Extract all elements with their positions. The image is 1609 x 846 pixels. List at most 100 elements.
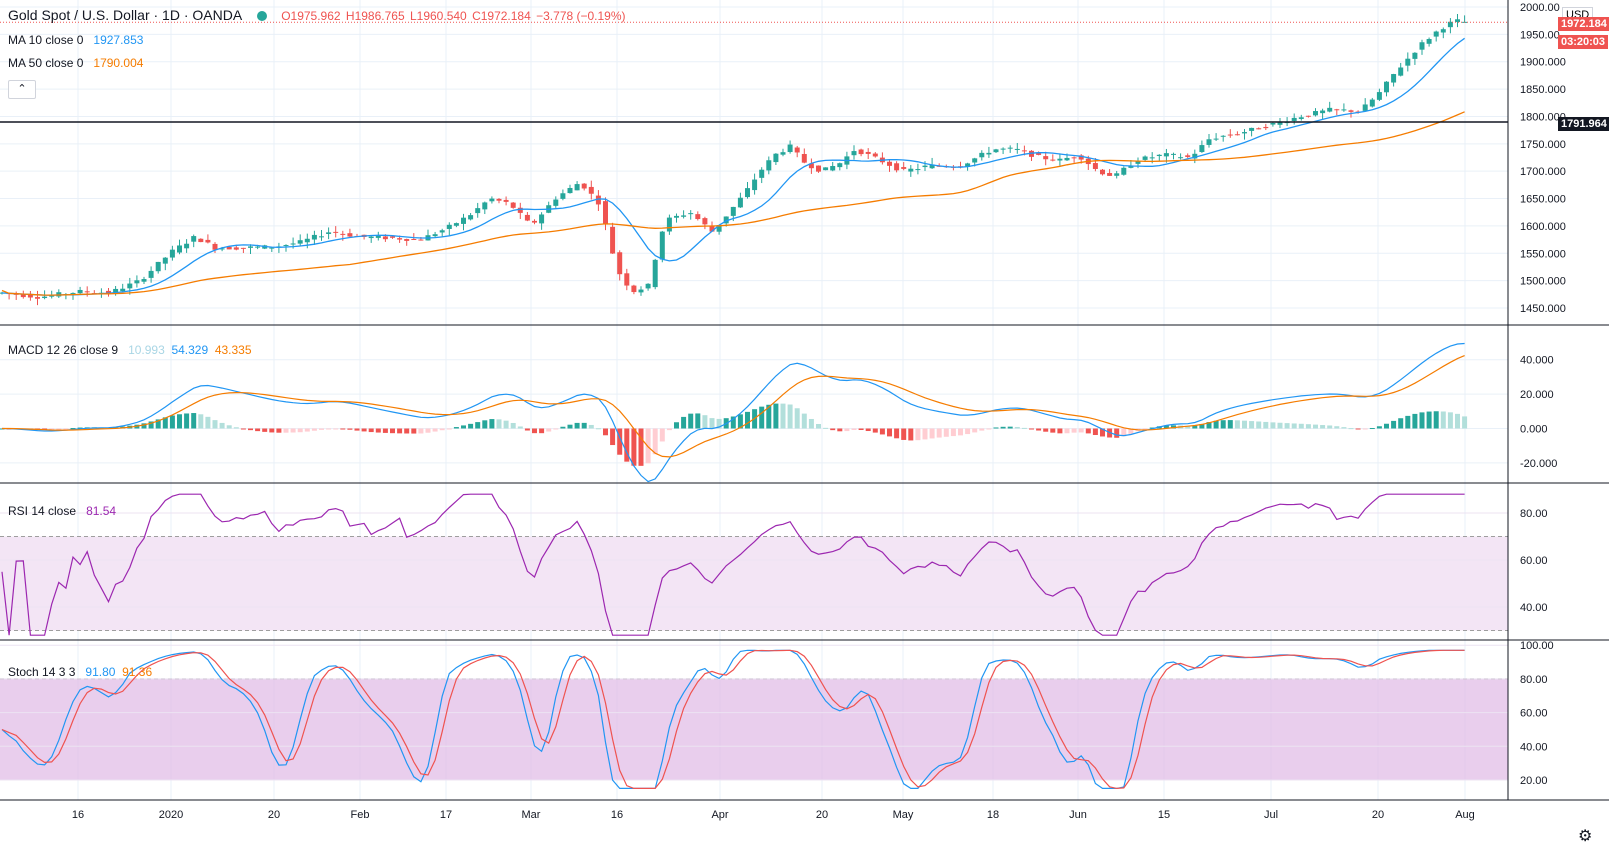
macd-hist-bar <box>255 428 261 432</box>
macd-hist-bar <box>1348 428 1354 430</box>
candle <box>1007 145 1013 153</box>
macd-legend[interactable]: MACD 12 26 close 9 10.993 54.329 43.335 <box>8 343 252 357</box>
stoch-axis-label: 20.00 <box>1520 775 1548 787</box>
macd-hist-bar <box>63 428 69 430</box>
candle-body <box>837 163 843 168</box>
candle <box>425 229 431 241</box>
macd-hist-bar <box>297 428 303 433</box>
ma50-legend[interactable]: MA 50 close 0 1790.004 <box>8 56 143 70</box>
rsi-legend[interactable]: RSI 14 close 81.54 <box>8 504 116 518</box>
candle <box>283 244 289 252</box>
macd-hist-bar <box>1419 412 1425 429</box>
macd-hist-bar <box>908 428 914 441</box>
macd-hist-bar <box>418 428 424 434</box>
candle-body <box>915 169 921 171</box>
candle-body <box>162 257 168 264</box>
macd-hist-bar <box>1234 420 1240 429</box>
candle-body <box>56 292 62 297</box>
candle-body <box>127 283 133 289</box>
ma50-line <box>1 111 1465 296</box>
candle-body <box>439 230 445 233</box>
macd-hist-bar <box>993 427 999 429</box>
macd-axis-label: 20.000 <box>1520 389 1554 401</box>
candle-body <box>1327 107 1333 112</box>
macd-hist-bar <box>1057 428 1063 434</box>
macd-hist-bar <box>70 428 76 430</box>
candle-body <box>553 199 559 206</box>
candle-body <box>1242 132 1247 134</box>
macd-hist-bar <box>595 428 601 430</box>
macd-hist-bar <box>688 413 694 429</box>
candle-body <box>1313 111 1318 116</box>
low-value: L1960.540 <box>409 9 467 23</box>
candle-body <box>581 183 587 189</box>
candle <box>1249 127 1255 137</box>
candle <box>858 148 864 157</box>
candle <box>240 247 246 254</box>
candle <box>1277 118 1283 129</box>
macd-hist-bar <box>375 428 381 433</box>
macd-hist-bar <box>1405 415 1411 429</box>
candle <box>1426 37 1432 47</box>
candle <box>461 213 466 231</box>
time-axis-label: 20 <box>816 809 828 821</box>
candle-body <box>929 164 935 169</box>
candle-body <box>1348 110 1354 112</box>
candle <box>141 276 147 285</box>
symbol-title[interactable]: Gold Spot / U.S. Dollar · 1D · OANDA <box>8 7 242 23</box>
candle-body <box>808 163 814 169</box>
collapse-legend-button[interactable]: ⌃ <box>8 80 36 99</box>
candle-body <box>233 247 239 250</box>
candle <box>1057 153 1063 166</box>
candle <box>326 227 332 240</box>
candle-body <box>1142 156 1148 160</box>
candle <box>35 290 40 306</box>
macd-hist-bar <box>397 428 403 434</box>
candle <box>404 238 410 246</box>
macd-hist-bar <box>865 428 871 432</box>
macd-hist-bar <box>461 425 466 429</box>
candle-body <box>319 236 324 238</box>
macd-hist-bar <box>1447 412 1453 429</box>
candle-body <box>191 236 197 242</box>
stoch-d-line <box>1 649 1465 790</box>
candle-body <box>858 149 864 155</box>
candle <box>681 210 687 219</box>
stoch-label: Stoch 14 3 3 <box>8 665 76 679</box>
candle <box>432 231 438 238</box>
candle <box>567 184 573 194</box>
macd-hist-bar <box>624 428 630 462</box>
candle-body <box>588 186 594 194</box>
candle-body <box>1277 121 1283 125</box>
macd-hist-bar <box>1305 424 1311 429</box>
candle-body <box>397 238 403 240</box>
candle-body <box>333 231 339 233</box>
stoch-legend[interactable]: Stoch 14 3 3 91.80 91.36 <box>8 665 152 679</box>
candle-body <box>517 207 523 213</box>
candle <box>1043 151 1049 166</box>
candle-body <box>77 289 83 294</box>
settings-gear-icon[interactable]: ⚙ <box>1578 828 1593 845</box>
ma10-legend[interactable]: MA 10 close 0 1927.853 <box>8 33 143 47</box>
candle-body <box>532 220 537 223</box>
high-value: H1986.765 <box>345 9 405 23</box>
candle <box>574 181 580 191</box>
candle <box>808 158 814 174</box>
candle-body <box>816 165 821 172</box>
candle-body <box>27 294 33 298</box>
time-axis-label: Mar <box>522 809 541 821</box>
candle <box>993 148 999 153</box>
candle <box>1419 39 1425 55</box>
macd-hist-bar <box>808 418 814 429</box>
macd-hist-bar <box>1000 426 1006 429</box>
candle-body <box>986 152 992 155</box>
ma10-value: 1927.853 <box>93 33 144 47</box>
macd-histogram <box>0 403 1468 466</box>
macd-hist-bar <box>496 419 502 429</box>
macd-hist-bar <box>1249 421 1255 429</box>
time-axis-label: 16 <box>611 809 623 821</box>
candle <box>887 159 892 172</box>
candle <box>929 157 935 169</box>
